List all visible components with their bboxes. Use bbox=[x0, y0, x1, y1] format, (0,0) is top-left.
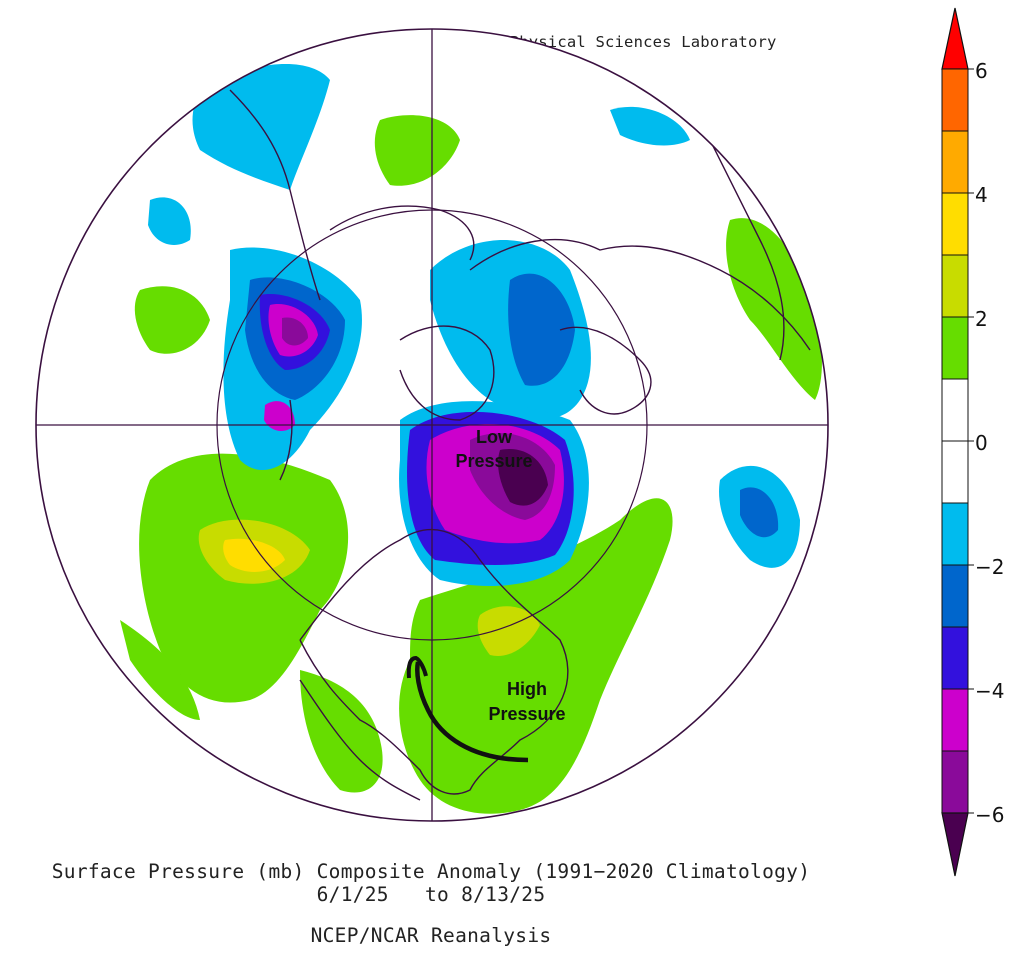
colorbar-swatch-m1-m2 bbox=[941, 502, 969, 566]
high-pressure-label-line2: Pressure bbox=[488, 704, 565, 724]
darkpurple-region-pacific bbox=[282, 317, 308, 346]
colorbar-label-m6: −6 bbox=[975, 803, 1004, 827]
map-caption-source: NCEP/NCAR Reanalysis bbox=[310, 924, 552, 947]
colorbar-label-0: 0 bbox=[975, 431, 988, 455]
high-pressure-label-line1: High bbox=[507, 679, 547, 699]
deepest-core-atlantic-low bbox=[498, 449, 548, 506]
colorbar-swatch-2-3 bbox=[941, 254, 969, 318]
colorbar-swatch-4-5 bbox=[941, 130, 969, 194]
positive-anomaly-regions bbox=[120, 115, 822, 814]
green-region-west-pacific bbox=[134, 286, 210, 354]
colorbar-swatches bbox=[941, 7, 969, 877]
negative-anomaly-regions bbox=[148, 63, 800, 586]
magenta-region-pacific-south bbox=[264, 401, 295, 432]
colorbar-swatch-m4-m5 bbox=[941, 688, 969, 752]
colorbar-swatch-m5-m6 bbox=[941, 750, 969, 814]
map-boundary bbox=[35, 28, 829, 822]
coastline-asia-east bbox=[699, 119, 785, 361]
coastline-europe bbox=[559, 326, 652, 415]
coastline-mexico bbox=[299, 679, 421, 801]
pressure-anomaly-map: Low Pressure High Pressure bbox=[35, 28, 829, 822]
green-region-siberia bbox=[726, 218, 822, 400]
coastline-eurasia-north bbox=[469, 238, 811, 351]
coastline-north-america bbox=[299, 528, 569, 795]
colorbar-label-2: 2 bbox=[975, 307, 988, 331]
blue-region-arctic bbox=[508, 273, 575, 386]
colorbar-label-4: 4 bbox=[975, 183, 988, 207]
colorbar-swatch-neutral-upper bbox=[941, 378, 969, 442]
colorbar-label-m4: −4 bbox=[975, 679, 1004, 703]
green-region-canada bbox=[120, 620, 200, 720]
colorbar-swatch-m3-m4 bbox=[941, 626, 969, 690]
low-pressure-label-line2: Pressure bbox=[455, 451, 532, 471]
lightblue-region-eurasia bbox=[610, 106, 690, 146]
yellow-core-pacific bbox=[223, 538, 285, 572]
colorbar-swatch-1-2 bbox=[941, 316, 969, 380]
colorbar-label-m2: −2 bbox=[975, 555, 1004, 579]
colorbar-ticks bbox=[968, 68, 974, 814]
colorbar-swatch-neutral-lower bbox=[941, 440, 969, 504]
colorbar-arrow-top bbox=[941, 7, 969, 70]
blue-region-east-asia bbox=[740, 487, 779, 538]
coastline-alaska bbox=[229, 89, 321, 301]
low-pressure-label-line1: Low bbox=[476, 427, 513, 447]
colorbar-swatch-5-6 bbox=[941, 68, 969, 132]
flow-arrow bbox=[415, 661, 529, 763]
colorbar-swatch-m2-m3 bbox=[941, 564, 969, 628]
colorbar-arrow-bottom bbox=[941, 812, 969, 877]
map-caption-title: Surface Pressure (mb) Composite Anomaly … bbox=[51, 860, 811, 883]
colorbar-labels: 6 4 2 0 −2 −4 −6 bbox=[975, 59, 1004, 827]
colorbar-swatch-3-4 bbox=[941, 192, 969, 256]
colorbar: 6 4 2 0 −2 −4 −6 bbox=[941, 7, 1004, 877]
lightblue-region-bering bbox=[148, 197, 191, 245]
colorbar-label-6: 6 bbox=[975, 59, 988, 83]
green-region-greenland bbox=[374, 115, 460, 186]
coastline-japan bbox=[279, 399, 293, 481]
flow-arrow-head bbox=[406, 655, 428, 679]
map-caption-dates: 6/1/25 to 8/13/25 bbox=[316, 883, 546, 906]
green-region-us-atlantic bbox=[399, 498, 673, 814]
coastline-greenland bbox=[399, 325, 495, 421]
